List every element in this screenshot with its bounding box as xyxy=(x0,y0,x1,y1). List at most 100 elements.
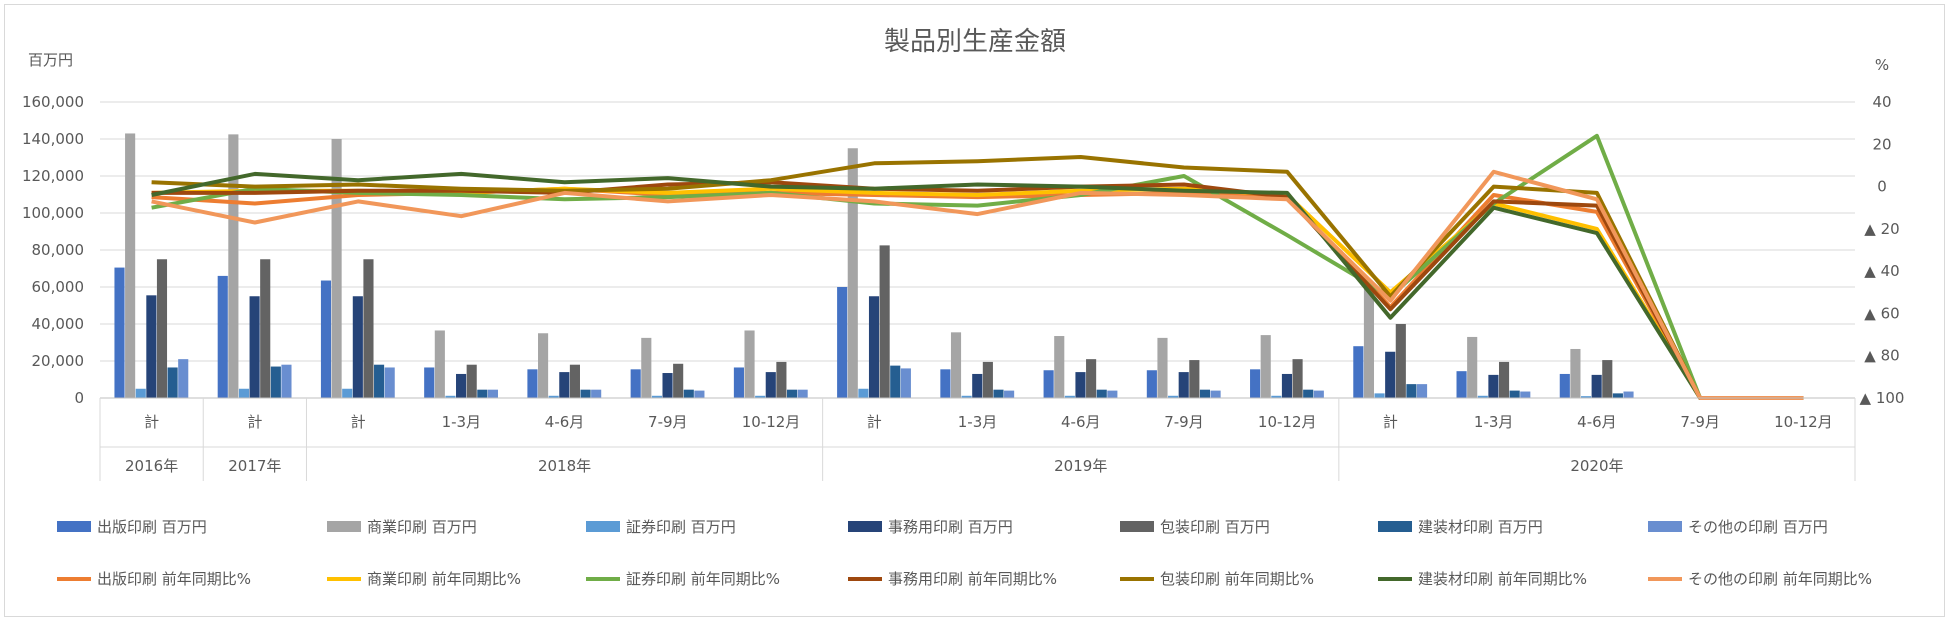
legend-label: 包装印刷 前年同期比% xyxy=(1160,570,1314,588)
bar xyxy=(993,389,1004,398)
legend-label: 包装印刷 百万円 xyxy=(1160,518,1270,536)
bar xyxy=(1271,395,1282,398)
series-line xyxy=(151,171,1804,400)
y-right-tick-label: ▲ 20 xyxy=(1864,220,1899,238)
bar xyxy=(384,367,395,398)
bar xyxy=(342,388,353,398)
bar xyxy=(135,388,146,398)
bar xyxy=(1580,396,1592,398)
bar xyxy=(1146,370,1157,398)
category-label: 計 xyxy=(1383,413,1398,431)
y-left-tick-label: 80,000 xyxy=(32,241,85,259)
bar xyxy=(1043,370,1054,398)
bar xyxy=(662,373,673,398)
bar xyxy=(940,369,951,398)
bar xyxy=(281,364,292,398)
gridlines xyxy=(100,101,1855,399)
bar xyxy=(1416,384,1428,398)
bar xyxy=(1086,359,1097,398)
y-right-tick-label: 40 xyxy=(1872,93,1891,111)
y-left-tick-label: 0 xyxy=(74,389,84,407)
bar xyxy=(1292,359,1303,398)
category-label: 計 xyxy=(351,413,366,431)
category-label: 10-12月 xyxy=(1774,413,1833,431)
series-line xyxy=(151,180,1804,400)
legend-label: 出版印刷 百万円 xyxy=(97,518,207,536)
bar xyxy=(1520,391,1531,398)
year-group-label: 2018年 xyxy=(538,457,591,475)
category-label: 4-6月 xyxy=(1577,413,1617,431)
bar xyxy=(146,295,157,398)
bar xyxy=(1353,346,1364,398)
bar xyxy=(1570,348,1581,398)
bar xyxy=(879,245,890,398)
year-group-label: 2020年 xyxy=(1570,457,1623,475)
legend-swatch xyxy=(586,521,620,532)
bar xyxy=(847,148,858,398)
bar xyxy=(1498,361,1510,398)
category-label: 1-3月 xyxy=(442,413,482,431)
legend-label: 商業印刷 前年同期比% xyxy=(367,570,521,588)
bar xyxy=(972,373,983,398)
y-left-tick-label: 160,000 xyxy=(22,93,84,111)
legend-label: 出版印刷 前年同期比% xyxy=(97,570,251,588)
bar xyxy=(1477,395,1488,398)
category-label: 計 xyxy=(247,413,262,431)
y-right-unit: % xyxy=(1875,56,1889,74)
category-label: 計 xyxy=(867,413,882,431)
bar xyxy=(765,372,776,398)
bar xyxy=(1210,390,1221,398)
bar xyxy=(900,368,911,398)
bar xyxy=(1157,337,1168,398)
bar xyxy=(331,139,342,398)
bar xyxy=(1559,373,1570,398)
category-label: 10-12月 xyxy=(742,413,801,431)
bar xyxy=(1107,390,1118,398)
bar xyxy=(1509,390,1520,398)
bar xyxy=(1623,391,1634,398)
series-line xyxy=(151,133,1804,400)
bar xyxy=(580,389,591,398)
series-line xyxy=(151,186,1804,400)
bar xyxy=(527,369,538,398)
y-right-tick-label: ▲ 60 xyxy=(1864,304,1899,322)
bar xyxy=(1406,384,1417,398)
bar xyxy=(260,259,271,398)
year-group-label: 2017年 xyxy=(228,457,281,475)
category-label: 10-12月 xyxy=(1258,413,1317,431)
bar xyxy=(1178,372,1189,398)
y-right-tick-labels: 40 20 0 ▲ 20 ▲ 40 ▲ 60 ▲ 80 ▲ 100 xyxy=(1860,93,1905,407)
series-line xyxy=(151,155,1804,400)
bar xyxy=(1189,360,1200,398)
bar xyxy=(1467,336,1478,398)
bar xyxy=(630,369,641,398)
bar xyxy=(466,364,477,398)
bar xyxy=(178,359,189,398)
series-line xyxy=(151,169,1804,400)
bar xyxy=(1374,393,1385,398)
bar xyxy=(569,364,580,398)
bar xyxy=(755,395,766,398)
bar xyxy=(320,280,332,398)
legend-label: 証券印刷 百万円 xyxy=(626,518,736,536)
legend-swatch xyxy=(1648,521,1682,532)
bar xyxy=(733,367,744,398)
legend-label: 事務用印刷 百万円 xyxy=(888,518,1013,536)
bar xyxy=(982,361,993,398)
bar xyxy=(1313,390,1324,398)
bar xyxy=(837,287,848,398)
bar xyxy=(1591,374,1602,398)
bar xyxy=(683,389,694,398)
y-left-tick-label: 60,000 xyxy=(32,278,85,296)
legend-label: その他の印刷 前年同期比% xyxy=(1688,570,1872,588)
bar xyxy=(1363,287,1375,398)
y-right-tick-label: ▲ 40 xyxy=(1864,262,1899,280)
y-left-tick-label: 140,000 xyxy=(22,130,84,148)
line-series-group xyxy=(151,133,1804,400)
bar xyxy=(961,395,972,398)
bar xyxy=(477,389,488,398)
bar xyxy=(374,364,385,398)
bar xyxy=(217,275,228,398)
legend-label: 建装材印刷 百万円 xyxy=(1418,518,1543,536)
